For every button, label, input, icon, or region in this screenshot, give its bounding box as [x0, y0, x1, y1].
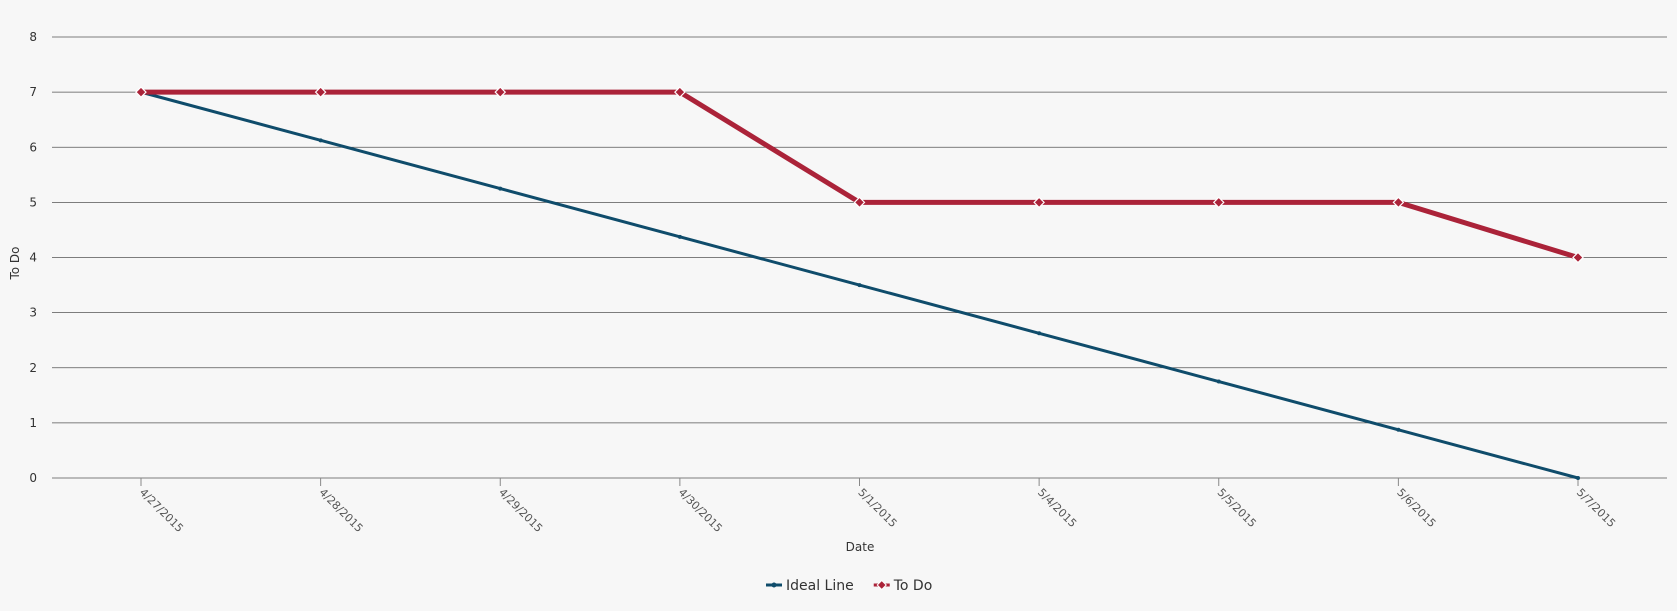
data-point[interactable] [135, 86, 147, 98]
data-point[interactable] [674, 86, 686, 98]
data-point[interactable] [1396, 427, 1401, 432]
legend-label[interactable]: Ideal Line [786, 578, 854, 594]
legend-marker [876, 579, 887, 591]
data-point[interactable] [494, 86, 507, 98]
x-axis-ticks: 4/27/2015 4/28/2015 4/29/2015 4/30/2015 5/1/… [137, 478, 1618, 535]
y-tick-label: 4 [29, 251, 37, 265]
y-axis-title: To Do [8, 246, 22, 280]
y-tick-label: 0 [29, 471, 37, 485]
x-tick-label: 5/1/2015 [855, 486, 899, 530]
y-tick-label: 8 [29, 30, 37, 44]
data-point[interactable] [314, 86, 327, 98]
x-tick-label: 5/6/2015 [1394, 486, 1438, 530]
data-point[interactable] [498, 186, 503, 191]
y-tick-label: 1 [29, 416, 37, 430]
y-tick-label: 5 [29, 195, 37, 209]
x-tick-label: 5/4/2015 [1035, 486, 1079, 530]
x-tick-label: 4/27/2015 [137, 486, 186, 535]
series-line-1 [141, 89, 1579, 260]
data-point[interactable] [853, 196, 866, 209]
data-point[interactable] [318, 138, 323, 143]
data-point[interactable] [1576, 476, 1580, 480]
legend-label[interactable]: To Do [893, 578, 933, 594]
legend: Ideal Line To Do [766, 578, 932, 594]
data-point[interactable] [1216, 379, 1221, 384]
x-tick-label: 5/5/2015 [1215, 486, 1259, 530]
y-tick-label: 6 [29, 140, 37, 154]
x-tick-label: 5/7/2015 [1574, 486, 1618, 530]
data-point[interactable] [857, 283, 862, 288]
x-tick-label: 4/30/2015 [676, 486, 725, 535]
x-axis-title: Date [846, 540, 875, 554]
legend-marker [771, 582, 777, 588]
series-group [135, 86, 1584, 480]
y-axis-ticks: 0 1 2 3 4 5 6 7 8 [29, 30, 37, 485]
y-tick-label: 3 [29, 306, 37, 320]
data-point[interactable] [1212, 196, 1225, 209]
x-tick-label: 4/28/2015 [317, 486, 366, 535]
data-point[interactable] [1392, 196, 1405, 209]
grid-lines [52, 36, 1667, 479]
data-point[interactable] [1037, 331, 1042, 336]
data-point[interactable] [1572, 251, 1584, 264]
y-tick-label: 7 [29, 85, 37, 99]
data-point[interactable] [1033, 196, 1045, 209]
x-tick-label: 4/29/2015 [496, 486, 545, 535]
data-point[interactable] [677, 234, 682, 239]
y-tick-label: 2 [29, 361, 37, 375]
